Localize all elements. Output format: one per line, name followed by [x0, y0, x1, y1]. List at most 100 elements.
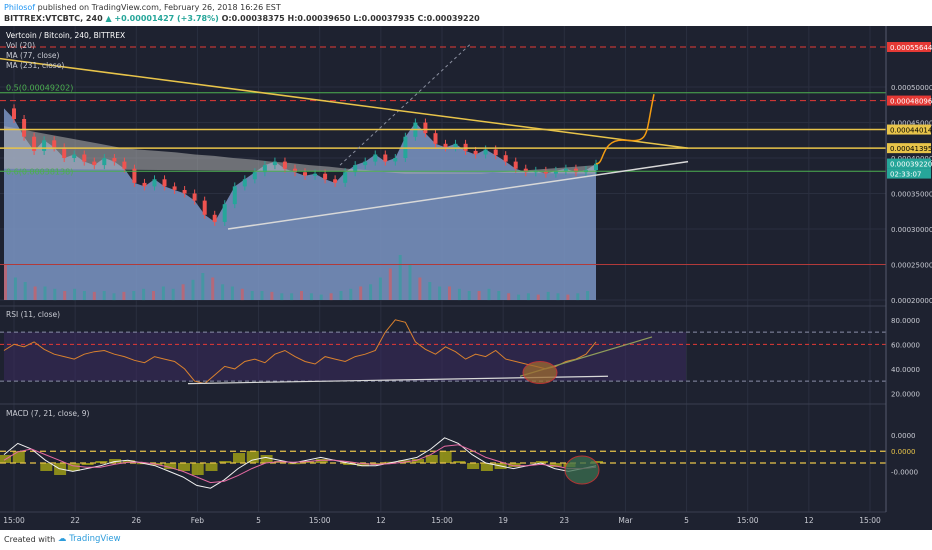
candle-body: [212, 214, 217, 222]
price-legend-item: Vol (20): [6, 41, 35, 50]
price-label: 0.00039220: [890, 161, 932, 169]
candle-body: [262, 165, 267, 173]
rsi-panel[interactable]: [0, 319, 886, 385]
candle-body: [323, 173, 328, 180]
macd-histogram-bar: [260, 455, 273, 463]
macd-tick-label: 0.0000: [891, 448, 916, 456]
price-panel[interactable]: [0, 44, 886, 301]
volume-bar: [152, 291, 155, 300]
volume-bar: [398, 255, 402, 300]
volume-bar: [438, 286, 442, 300]
volume-bar: [53, 288, 57, 301]
macd-histogram-bar: [508, 463, 521, 467]
macd-histogram-bar: [164, 463, 177, 469]
price-label-bg: [887, 158, 931, 169]
volume-bar: [428, 282, 432, 300]
rsi-line: [3, 319, 597, 385]
candle-body: [493, 149, 498, 156]
macd-histogram-bar: [40, 463, 53, 471]
candle-body: [112, 158, 117, 162]
price-area: [4, 108, 596, 301]
macd-histogram-bar: [439, 451, 452, 463]
candle-body: [152, 179, 157, 187]
candle-body: [293, 168, 297, 173]
rsi-tick-label: 40.0000: [891, 366, 920, 374]
volume-bar: [132, 291, 136, 300]
ohlc-values: O:0.00038375 H:0.00039650 L:0.00037935 C…: [221, 14, 480, 23]
candle-body: [222, 204, 227, 222]
volume-bar: [369, 284, 373, 300]
candle-body: [483, 149, 488, 155]
time-tick-label: 15:00: [3, 516, 25, 525]
time-tick-label: 15:00: [859, 516, 881, 525]
volume-bar: [142, 288, 146, 301]
macd-histogram-bar: [246, 451, 259, 463]
time-tick-label: 15:00: [431, 516, 453, 525]
chart-text: 0.000500000.000450000.000400000.00035000…: [3, 31, 932, 525]
candle-body: [594, 163, 598, 171]
tradingview-logo[interactable]: ☁ TradingView: [58, 534, 121, 544]
macd-tick-label: 0.0000: [891, 432, 916, 440]
volume-bar: [13, 277, 17, 300]
macd-panel[interactable]: [0, 437, 886, 489]
candle-body: [172, 186, 177, 190]
macd-signal-line: [3, 444, 597, 484]
descending-trendline: [0, 57, 689, 149]
time-tick-label: 5: [684, 516, 689, 525]
macd-histogram-bar: [343, 463, 356, 465]
time-tick-label: Feb: [191, 516, 205, 525]
candle-body: [433, 133, 438, 144]
price-label: 0.00048096: [890, 98, 932, 106]
volume-bar: [221, 284, 225, 300]
candle-body: [282, 161, 287, 169]
tradingview-brand: TradingView: [69, 534, 121, 544]
volume-bar: [546, 291, 550, 300]
volume-bar: [4, 264, 7, 300]
candle-body: [473, 150, 478, 155]
candle-body: [62, 147, 67, 158]
volume-bar: [82, 291, 86, 300]
price-change: ▲ +0.00001427 (+3.78%): [105, 14, 219, 23]
chart-canvas[interactable]: 0.000500000.000450000.000400000.00035000…: [0, 26, 932, 530]
macd-histogram-bar: [205, 463, 218, 471]
candle-body: [503, 155, 508, 162]
candle-body: [463, 143, 468, 151]
candle-body: [343, 172, 348, 183]
volume-bar: [250, 291, 254, 300]
price-label-bg: [887, 42, 931, 52]
volume-bar: [487, 288, 491, 301]
price-label-bg: [887, 168, 931, 179]
macd-histogram-bar: [535, 461, 548, 463]
volume-bar: [586, 291, 590, 300]
candle-body: [383, 154, 388, 162]
volume-bar: [280, 293, 284, 301]
price-label: 0.00055644: [890, 44, 932, 52]
fib-annotation: 0.6(0.00038138): [6, 167, 73, 176]
macd-histogram-bar: [412, 459, 424, 463]
candle-body: [82, 154, 87, 162]
fib-annotation: 0.5(0.00049202): [6, 84, 73, 93]
candle-body: [42, 140, 47, 151]
macd-histogram-bar: [191, 463, 204, 475]
candle-body: [303, 172, 307, 176]
candle-body: [142, 182, 147, 187]
macd-histogram-bar: [233, 453, 245, 463]
volume-bar: [43, 286, 47, 300]
price-tick-label: 0.00030000: [891, 226, 932, 234]
macd-histogram-bar: [219, 461, 232, 463]
candle-body: [363, 161, 368, 166]
price-tick-label: 0.00050000: [891, 84, 932, 92]
candle-body: [52, 140, 57, 148]
candle-body: [232, 186, 237, 205]
volume-bar: [477, 291, 481, 300]
macd-histogram-bar: [315, 459, 328, 463]
macd-histogram-bar: [12, 451, 25, 463]
publish-text: published on TradingView.com, February 2…: [37, 3, 281, 12]
publish-line: Philosof published on TradingView.com, F…: [4, 3, 281, 12]
macd-tick-label: -0.0000: [891, 468, 918, 476]
volume-bar: [191, 279, 195, 301]
volume-bar: [349, 288, 353, 301]
macd-legend: MACD (7, 21, close, 9): [6, 409, 90, 418]
time-tick-label: 23: [560, 516, 570, 525]
publisher-link[interactable]: Philosof: [4, 3, 36, 12]
